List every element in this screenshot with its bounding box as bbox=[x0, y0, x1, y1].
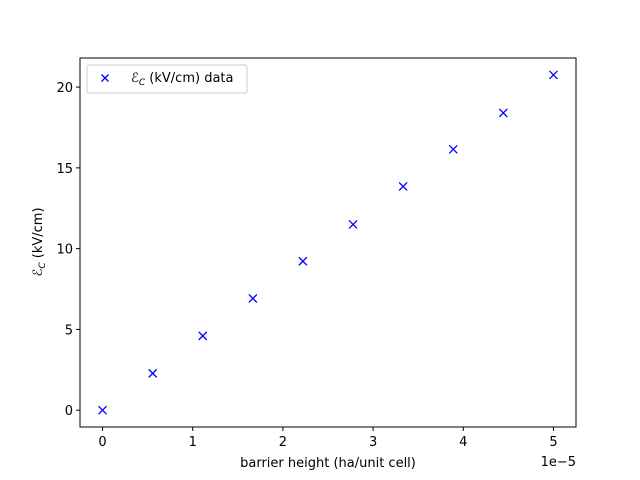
y-tick-label: 20 bbox=[56, 81, 73, 96]
data-point bbox=[148, 368, 158, 378]
x-axis-offset-label: 1e−5 bbox=[541, 455, 576, 470]
data-point bbox=[448, 144, 458, 154]
x-tick-label: 0 bbox=[98, 435, 106, 450]
data-point bbox=[548, 70, 558, 80]
x-axis-label: barrier height (ha/unit cell) bbox=[240, 456, 416, 471]
data-points bbox=[98, 70, 558, 415]
data-point bbox=[98, 405, 108, 415]
legend: ℰC (kV/cm) data bbox=[86, 64, 248, 94]
y-tick-label: 10 bbox=[56, 243, 73, 258]
legend-marker bbox=[101, 74, 109, 82]
legend-label: ℰC (kV/cm) data bbox=[131, 71, 233, 88]
x-tick-label: 4 bbox=[459, 435, 467, 450]
y-tick-label: 5 bbox=[65, 323, 73, 338]
y-tick-label: 0 bbox=[65, 404, 73, 419]
y-tick-label: 15 bbox=[56, 162, 73, 177]
x-tick-label: 1 bbox=[189, 435, 197, 450]
y-axis-ticks: 0 5 10 15 20 bbox=[56, 81, 80, 419]
x-tick-label: 5 bbox=[549, 435, 557, 450]
x-tick-label: 2 bbox=[279, 435, 287, 450]
axes-frame bbox=[79, 57, 577, 428]
data-point bbox=[348, 219, 358, 229]
data-point bbox=[498, 108, 508, 118]
x-axis-ticks: 0 1 2 3 4 5 bbox=[98, 427, 558, 450]
legend-box bbox=[86, 64, 248, 94]
y-axis-label: ℰC (kV/cm) bbox=[31, 207, 48, 276]
data-point bbox=[198, 331, 208, 341]
data-point bbox=[298, 256, 308, 266]
data-point bbox=[248, 293, 258, 303]
data-point bbox=[398, 181, 408, 191]
x-tick-label: 3 bbox=[369, 435, 377, 450]
